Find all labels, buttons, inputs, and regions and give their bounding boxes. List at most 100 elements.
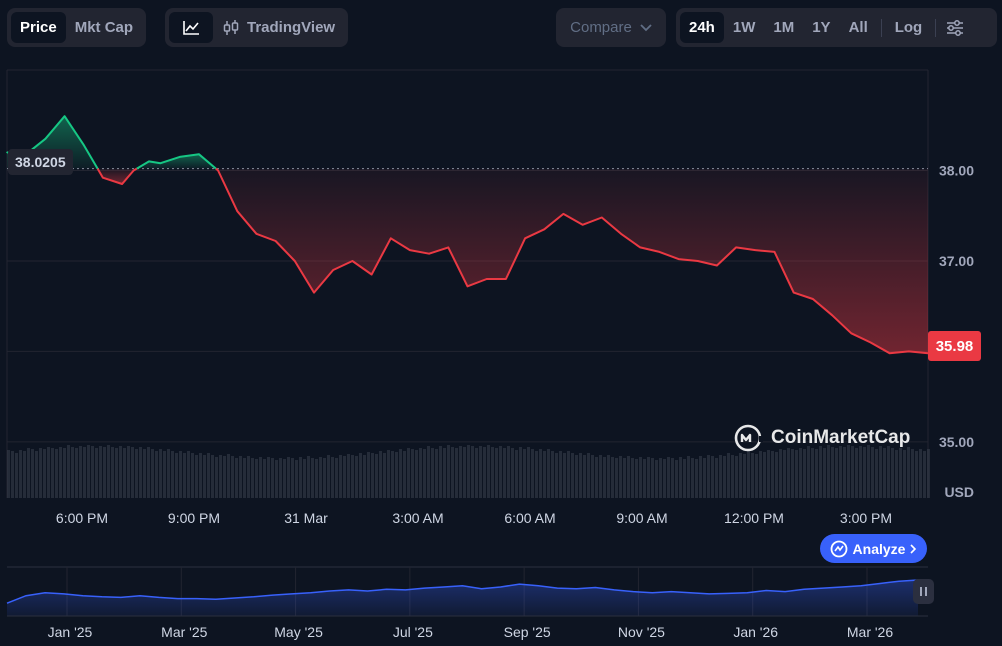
volume-bar xyxy=(327,455,330,498)
volume-bar xyxy=(651,458,654,498)
tab-price[interactable]: Price xyxy=(11,12,66,43)
range-1y[interactable]: 1Y xyxy=(812,19,831,36)
data-point xyxy=(658,251,661,253)
volume-bar xyxy=(147,447,150,498)
range-toggle: 24h 1W 1M 1Y All Log xyxy=(676,8,997,47)
volume-bar xyxy=(779,449,782,498)
volume-bar xyxy=(331,457,334,498)
y-axis-unit: USD xyxy=(944,484,974,500)
navigator-line xyxy=(6,579,919,604)
log-scale-button[interactable]: Log xyxy=(894,19,923,36)
analyze-label: Analyze xyxy=(852,540,906,557)
volume-bar xyxy=(387,450,390,498)
volume-bar xyxy=(179,451,182,498)
range-1w[interactable]: 1W xyxy=(732,19,756,36)
volume-bar xyxy=(67,445,70,498)
navigator-area xyxy=(7,580,918,616)
volume-bar xyxy=(519,447,522,498)
volume-bar xyxy=(315,459,318,498)
volume-bar xyxy=(495,448,498,498)
volume-bar xyxy=(359,453,362,498)
volume-bar xyxy=(819,446,822,498)
data-point xyxy=(754,249,757,251)
data-point xyxy=(908,350,910,353)
candlestick-icon xyxy=(223,19,239,35)
volume-bar xyxy=(923,451,926,498)
volume-bar xyxy=(843,447,846,498)
volume-bar xyxy=(51,448,54,498)
volume-bar xyxy=(907,447,910,498)
current-price-label: 35.98 xyxy=(928,331,981,361)
volume-bar xyxy=(347,454,350,498)
volume-bar xyxy=(567,451,570,498)
volume-bar xyxy=(43,449,46,498)
volume-bar xyxy=(671,458,674,498)
volume-bar xyxy=(487,445,490,498)
volume-bar xyxy=(403,451,406,498)
volume-bar xyxy=(335,458,338,498)
volume-bar xyxy=(583,455,586,498)
volume-bar xyxy=(595,457,598,498)
volume-bar xyxy=(411,449,414,498)
volume-bar xyxy=(343,456,346,498)
chart-settings-button[interactable] xyxy=(940,12,970,43)
tradingview-button[interactable]: TradingView xyxy=(213,12,344,43)
volume-bar xyxy=(851,446,854,498)
volume-bar xyxy=(675,460,678,498)
volume-bar xyxy=(11,451,14,498)
volume-bar xyxy=(131,447,134,498)
range-all[interactable]: All xyxy=(848,19,868,36)
volume-bar xyxy=(23,451,26,498)
volume-bar xyxy=(431,448,434,498)
volume-bar xyxy=(839,446,842,498)
range-24h[interactable]: 24h xyxy=(680,12,724,43)
volume-bar xyxy=(539,449,542,498)
volume-bars xyxy=(7,445,930,498)
volume-bar xyxy=(763,452,766,498)
volume-bar xyxy=(867,445,870,498)
volume-bar xyxy=(687,456,690,498)
overview-navigator-chart[interactable]: Jan '25 Mar '25 May '25 Jul '25 Sep '25 Nov '… xyxy=(0,560,1002,646)
data-point xyxy=(601,216,603,219)
volume-bar xyxy=(847,445,850,498)
volume-bar xyxy=(19,450,22,498)
volume-bar xyxy=(199,453,202,498)
volume-bar xyxy=(71,447,74,498)
volume-bar xyxy=(703,458,706,498)
volume-bar xyxy=(455,448,458,498)
volume-bar xyxy=(755,454,758,498)
data-point xyxy=(428,252,430,255)
volume-bar xyxy=(139,447,142,498)
data-point xyxy=(274,240,277,242)
range-1m[interactable]: 1M xyxy=(773,19,795,36)
volume-bar xyxy=(75,448,78,498)
volume-bar xyxy=(699,456,702,498)
volume-bar xyxy=(79,446,82,498)
data-point xyxy=(255,233,258,235)
tab-market-cap[interactable]: Mkt Cap xyxy=(74,19,134,36)
volume-bar xyxy=(507,446,510,498)
volume-bar xyxy=(631,458,634,498)
navigator-handle[interactable] xyxy=(913,579,934,604)
volume-bar xyxy=(811,448,814,498)
volume-bar xyxy=(55,449,58,498)
data-point xyxy=(505,278,507,280)
volume-bar xyxy=(471,446,474,498)
coinmarketcap-logo-icon xyxy=(734,424,763,452)
volume-bar xyxy=(647,457,650,498)
volume-bar xyxy=(771,451,774,498)
analyze-button[interactable]: Analyze xyxy=(820,534,927,563)
data-point xyxy=(332,269,334,271)
line-chart-button[interactable] xyxy=(169,12,213,43)
y-tick-label: 38.00 xyxy=(939,162,974,178)
volume-bar xyxy=(787,448,790,498)
volume-bar xyxy=(823,448,826,498)
data-point xyxy=(178,156,181,158)
compare-dropdown[interactable]: Compare xyxy=(556,8,666,47)
volume-bar xyxy=(743,454,746,498)
volume-bar xyxy=(659,458,662,498)
volume-bar xyxy=(267,457,270,498)
volume-bar xyxy=(719,455,722,498)
line-segment-up xyxy=(136,153,217,170)
